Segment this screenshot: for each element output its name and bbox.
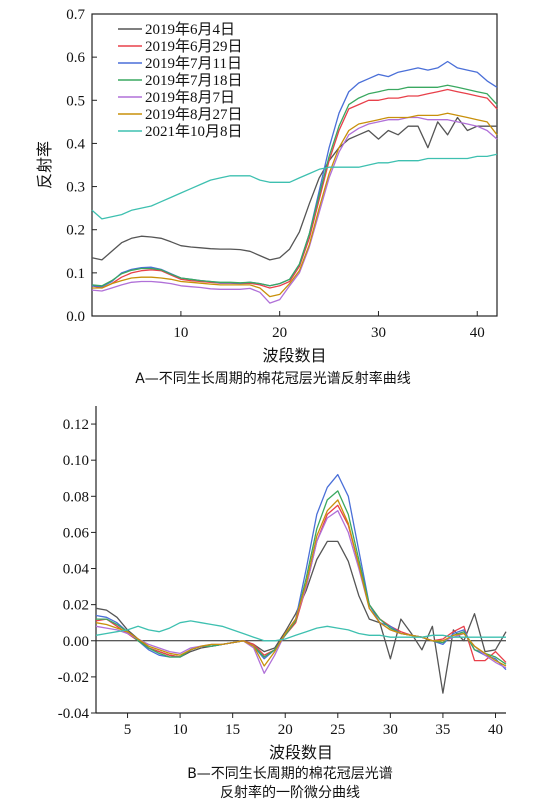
y-tick-label-A: 0.5 [66,93,85,109]
x-axis-label-A: 波段数目 [262,346,326,365]
caption-line-B: B—不同生长周期的棉花冠层光谱 [187,765,393,782]
series-line-B-6 [95,620,506,642]
y-tick-label-B: 0.08 [63,489,89,505]
y-tick-label-A: 0.4 [66,136,85,152]
y-tick-label-A: 0.7 [66,7,85,23]
legend-label: 2019年8月7日 [145,89,235,106]
series-line-A-6 [91,153,498,220]
series-line-A-0 [91,116,497,261]
legend-label: 2019年6月4日 [145,21,235,38]
series-line-A-5 [92,112,498,298]
x-tick-label-A: 30 [371,325,386,341]
x-tick-label-A: 40 [470,325,485,341]
y-tick-label-A: 0.1 [66,266,85,282]
series-line-B-2 [95,473,507,671]
x-tick-label-B: 25 [330,722,345,738]
y-tick-label-A: 0.2 [66,223,85,239]
legend-label: 2021年10月8日 [145,123,243,140]
legend-label: 2019年7月11日 [145,55,242,72]
chart-A: 0.0 0.1 0.2 0.3 0.4 0.5 0.6 0.7 10 20 30 40 波段数目 反射率 A… [35,7,498,387]
series-line-A-1 [91,88,498,289]
y-tick-label-B: 0.04 [63,562,90,578]
caption-A: A—不同生长周期的棉花冠层光谱反射率曲线 [135,370,411,387]
y-tick-label-B: 0.00 [63,634,89,650]
y-tick-label-B: 0.02 [63,598,89,614]
y-tick-label-B: 0.10 [63,453,89,469]
x-tick-label-B: 10 [173,722,188,738]
x-tick-label-A: 10 [173,325,188,341]
y-tick-label-A: 0.6 [66,50,85,66]
chart-B: -0.04 -0.02 0.00 0.02 0.04 0.06 0.08 0.10 0.12 5 1… [58,406,507,801]
x-tick-label-B: 35 [435,722,450,738]
x-axis-label-B: 波段数目 [269,743,333,762]
legend-label: 2019年8月27日 [145,106,243,123]
legend-label: 2019年7月18日 [145,72,243,89]
x-tick-label-A: 20 [272,325,287,341]
series-line-B-0 [95,540,507,694]
x-tick-label-B: 30 [383,722,398,738]
x-tick-label-B: 20 [278,722,293,738]
x-tick-label-B: 5 [124,722,132,738]
x-tick-label-B: 40 [488,722,503,738]
y-tick-label-B: -0.04 [58,706,90,722]
y-tick-label-B: -0.02 [58,670,89,686]
legend-label: 2019年6月29日 [145,38,243,55]
y-tick-label-A: 0.3 [66,180,85,196]
plot-frame-A [91,13,498,317]
legend: 2019年6月4日2019年6月29日2019年7月11日2019年7月18日2… [118,21,243,140]
caption-line-B: 反射率的一阶微分曲线 [220,784,360,801]
series-line-B-1 [95,504,507,663]
x-tick-label-B: 15 [225,722,240,738]
y-axis-label-A: 反射率 [35,141,54,189]
y-tick-label-B: 0.12 [63,417,89,433]
series-line-A-3 [91,84,498,287]
series-line-B-5 [95,499,507,667]
y-tick-label-A: 0.0 [66,309,85,325]
y-tick-label-B: 0.06 [63,525,90,541]
series-line-A-4 [91,116,498,304]
